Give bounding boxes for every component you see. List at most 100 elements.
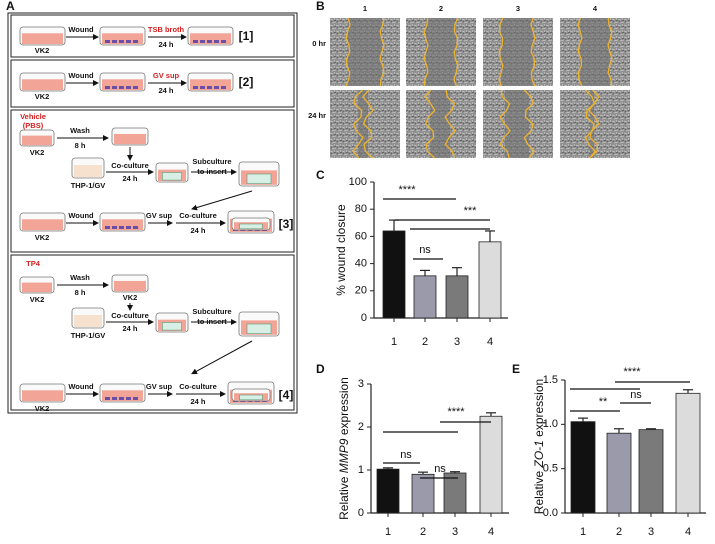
label: 8 h bbox=[75, 288, 86, 297]
significance-label: ns bbox=[419, 244, 431, 256]
label: Co-culture bbox=[179, 382, 217, 391]
bar bbox=[443, 472, 467, 514]
y-axis-label: Relative MMP9 expression bbox=[337, 377, 351, 520]
y-axis-label-part: Relative bbox=[337, 473, 351, 520]
wound-edge bbox=[423, 17, 429, 87]
label: VK2 bbox=[30, 148, 45, 157]
wound-edge bbox=[584, 89, 596, 159]
y-tick-label: 1.0 bbox=[543, 418, 558, 430]
label: [4] bbox=[279, 388, 294, 402]
wound-edge bbox=[577, 17, 583, 87]
wound-edge bbox=[424, 89, 436, 159]
label: 24 h bbox=[122, 324, 137, 333]
dish-media bbox=[114, 280, 146, 292]
label: VK2 bbox=[35, 46, 50, 55]
cells bbox=[133, 86, 138, 89]
cells bbox=[214, 40, 219, 43]
bar bbox=[479, 415, 503, 514]
y-tick-label: 1.5 bbox=[543, 374, 558, 386]
label: 1 bbox=[363, 4, 367, 13]
y-tick-label: 0 bbox=[358, 507, 364, 519]
y-tick-label: 0 bbox=[361, 312, 367, 324]
y-tick-label: 0.5 bbox=[543, 463, 558, 475]
label: VK2 bbox=[30, 295, 45, 304]
y-axis-label-part: expression bbox=[532, 379, 546, 440]
x-tick-label: 2 bbox=[422, 336, 428, 348]
cells bbox=[105, 86, 110, 89]
panel-a-frame bbox=[7, 12, 298, 414]
dish-media bbox=[22, 33, 63, 45]
cells bbox=[193, 86, 198, 89]
dish-media bbox=[22, 219, 63, 231]
insert bbox=[239, 223, 263, 230]
panel-label: E bbox=[512, 362, 520, 376]
wound-edge bbox=[523, 89, 535, 159]
wound-edge bbox=[530, 17, 536, 87]
x-tick-label: 2 bbox=[616, 526, 622, 538]
insert bbox=[162, 322, 182, 331]
x-tick-label: 4 bbox=[488, 526, 494, 538]
wound-edge bbox=[588, 89, 600, 159]
bar bbox=[478, 241, 502, 319]
significance-label: **** bbox=[447, 406, 465, 418]
y-tick-label: 80 bbox=[355, 203, 367, 215]
wound-edge bbox=[444, 89, 456, 159]
significance-label: ns bbox=[434, 463, 446, 475]
insert bbox=[162, 172, 182, 181]
cells bbox=[126, 226, 131, 229]
significance-label: ns bbox=[630, 389, 642, 401]
y-tick-label: 0.0 bbox=[543, 507, 558, 519]
protocol-box bbox=[10, 254, 295, 411]
significance-label: ** bbox=[599, 396, 608, 408]
dish-media bbox=[22, 135, 52, 146]
cells bbox=[112, 40, 117, 43]
label: (PBS) bbox=[23, 121, 44, 130]
bar bbox=[445, 275, 469, 319]
label: Wound bbox=[68, 382, 94, 391]
wound-gap bbox=[501, 18, 533, 86]
protocol-box bbox=[10, 59, 295, 108]
cells bbox=[112, 397, 117, 400]
cells bbox=[133, 40, 138, 43]
x-tick-label: 1 bbox=[391, 336, 397, 348]
cells bbox=[133, 226, 138, 229]
dish-media bbox=[74, 165, 102, 177]
x-tick-label: 2 bbox=[420, 526, 426, 538]
y-tick-label: 2 bbox=[358, 421, 364, 433]
cells bbox=[214, 86, 219, 89]
cells bbox=[119, 226, 124, 229]
label: 24 h bbox=[158, 40, 173, 49]
dish-media bbox=[102, 219, 143, 231]
bar bbox=[638, 429, 664, 514]
cells bbox=[200, 40, 205, 43]
cells bbox=[193, 40, 198, 43]
label: TP4 bbox=[26, 259, 41, 268]
significance-label: **** bbox=[623, 366, 641, 378]
insert bbox=[246, 323, 272, 334]
label: Co-culture bbox=[111, 311, 149, 320]
label: GV sup bbox=[153, 71, 180, 80]
x-tick-label: 4 bbox=[487, 336, 493, 348]
cells bbox=[200, 86, 205, 89]
label: GV sup bbox=[146, 211, 173, 220]
label: 3 bbox=[516, 4, 520, 13]
arrow bbox=[191, 190, 253, 211]
x-tick-label: 3 bbox=[454, 336, 460, 348]
bar bbox=[675, 392, 701, 514]
y-axis-label: Relative ZO-1 expression bbox=[532, 379, 546, 514]
cells bbox=[105, 40, 110, 43]
cells bbox=[126, 86, 131, 89]
insert bbox=[239, 394, 263, 401]
cells bbox=[126, 397, 131, 400]
cells bbox=[112, 86, 117, 89]
label: GV sup bbox=[146, 382, 173, 391]
cells bbox=[105, 397, 110, 400]
label: to insert bbox=[197, 167, 227, 176]
wound-gap bbox=[580, 18, 610, 86]
panel-label: A bbox=[6, 0, 15, 13]
label: 24 h bbox=[122, 174, 137, 183]
cells bbox=[221, 40, 226, 43]
panel-label: B bbox=[316, 0, 325, 13]
dish-media bbox=[22, 79, 63, 91]
